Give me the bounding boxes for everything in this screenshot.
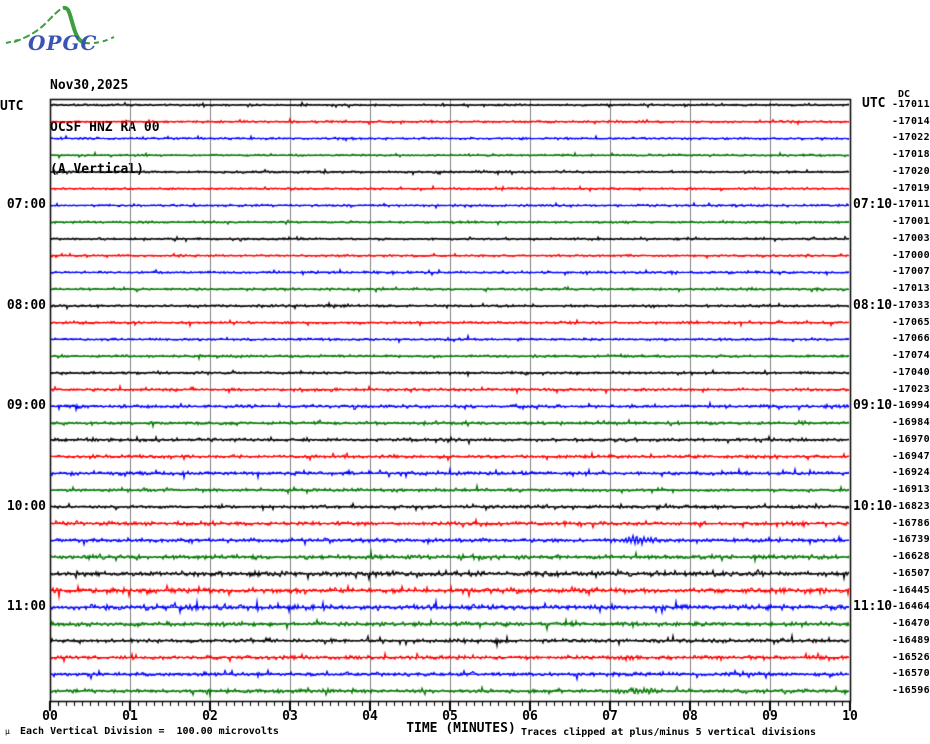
dc-offset-value: -16913 (892, 484, 930, 496)
dc-offset-value: -16924 (892, 467, 930, 479)
clipping-note: Traces clipped at plus/minus 5 vertical … (521, 727, 817, 738)
dc-offset-value: -17040 (892, 366, 930, 378)
dc-offset-value: -16786 (892, 517, 930, 529)
dc-offset-value: -16970 (892, 433, 930, 445)
dc-offset-value: -16464 (892, 601, 930, 613)
x-tick-label: 10 (842, 709, 858, 724)
dc-offset-value: -16994 (892, 400, 930, 412)
dc-offset-value: -16445 (892, 584, 930, 596)
dc-offset-value: -16489 (892, 634, 930, 646)
x-tick-label: 09 (762, 709, 778, 724)
dc-offset-value: -16526 (892, 651, 930, 663)
dc-offset-value: -17011 (892, 199, 930, 211)
dc-offset-value: -17019 (892, 182, 930, 194)
dc-offset-value: -17066 (892, 333, 930, 345)
dc-offset-value: -16628 (892, 551, 930, 563)
dc-offset-value: -17020 (892, 165, 930, 177)
left-hour-label: 10:00 (6, 498, 46, 514)
x-tick-label: 07 (602, 709, 618, 724)
dc-offset-value: -17065 (892, 316, 930, 328)
dc-offset-value: -16570 (892, 668, 930, 680)
dc-offset-value: -16739 (892, 534, 930, 546)
dc-offset-value: -17013 (892, 283, 930, 295)
dc-offset-value: -16947 (892, 450, 930, 462)
dc-offset-value: -16984 (892, 417, 930, 429)
corner-mark: μ (5, 727, 10, 736)
dc-offset-value: -16823 (892, 500, 930, 512)
dc-offset-value: -16507 (892, 567, 930, 579)
x-tick-label: 02 (202, 709, 218, 724)
left-hour-label: 11:00 (6, 599, 46, 615)
dc-offset-value: -17001 (892, 216, 930, 228)
left-hour-label: 09:00 (6, 398, 46, 414)
x-tick-label: 01 (122, 709, 138, 724)
x-axis-title: TIME (MINUTES) (406, 721, 516, 736)
dc-offset-value: -17011 (892, 99, 930, 110)
x-tick-label: 00 (42, 709, 58, 724)
dc-offset-value: -17003 (892, 232, 930, 244)
x-tick-label: 08 (682, 709, 698, 724)
dc-offset-value: -17007 (892, 266, 930, 278)
right-hour-label: 07:10 (853, 197, 893, 213)
x-tick-label: 06 (522, 709, 538, 724)
right-hour-label: 09:10 (853, 398, 893, 414)
x-tick-label: 05 (442, 709, 458, 724)
dc-offset-value: -17074 (892, 350, 930, 362)
x-tick-label: 04 (362, 709, 378, 724)
dc-offset-value: -17033 (892, 299, 930, 311)
dc-offset-value: -17014 (892, 115, 930, 127)
right-hour-label: 08:10 (853, 297, 893, 313)
vertical-division-note: Each Vertical Division = 100.00 microvol… (20, 726, 279, 737)
dc-offset-value: -17023 (892, 383, 930, 395)
right-hour-label: 10:10 (853, 498, 893, 514)
dc-offset-value: -16470 (892, 618, 930, 630)
dc-offset-value: -17018 (892, 149, 930, 161)
left-hour-label: 07:00 (6, 197, 46, 213)
left-hour-label: 08:00 (6, 297, 46, 313)
x-tick-label: 03 (282, 709, 298, 724)
right-hour-label: 11:10 (853, 599, 893, 615)
dc-offset-value: -17022 (892, 132, 930, 144)
dc-offset-value: -17000 (892, 249, 930, 261)
dc-offset-value: -16596 (892, 685, 930, 696)
